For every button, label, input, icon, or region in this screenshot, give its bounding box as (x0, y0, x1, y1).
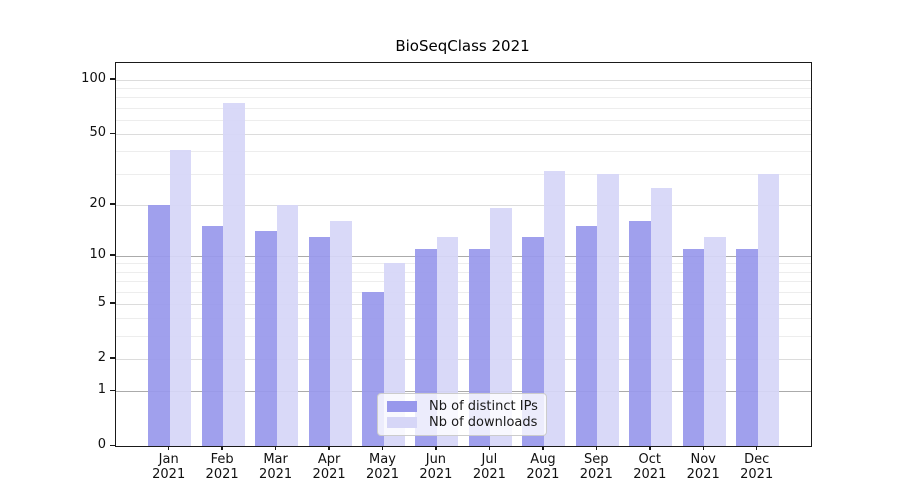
legend-item: Nb of distinct IPs (387, 399, 538, 414)
x-tick-label-dec: Dec 2021 (740, 452, 774, 482)
bar-ips-mar (255, 231, 277, 446)
bar-ips-feb (201, 226, 224, 446)
bar-downloads-aug (543, 171, 566, 446)
legend-swatch-downloads (387, 417, 417, 428)
x-tick-mark (167, 446, 170, 450)
gridline-4 (116, 318, 811, 320)
gridline-2 (116, 358, 811, 360)
y-tick-mark (110, 444, 115, 446)
y-tick-mark (110, 78, 115, 80)
gridline-10 (116, 255, 811, 257)
y-tick-label-10: 10 (89, 246, 106, 262)
x-tick-label-apr: Apr 2021 (312, 452, 346, 482)
bar-downloads-jul (490, 208, 512, 446)
bar-downloads-mar (276, 204, 299, 446)
x-tick-label-nov: Nov 2021 (686, 452, 720, 482)
y-tick-label-100: 100 (81, 70, 106, 86)
y-tick-label-50: 50 (89, 125, 106, 141)
y-tick-label-0: 0 (97, 437, 106, 452)
gridline-80 (116, 97, 811, 99)
gridline-1 (116, 391, 811, 392)
y-tick-label-5: 5 (97, 294, 106, 310)
bar-ips-dec (736, 248, 758, 446)
x-tick-label-aug: Aug 2021 (526, 452, 560, 482)
x-tick-label-sep: Sep 2021 (579, 452, 613, 482)
gridline-7 (116, 281, 811, 283)
x-tick-mark (435, 446, 437, 450)
gridline-40 (116, 151, 811, 153)
gridline-9 (116, 263, 811, 265)
legend-label: Nb of downloads (429, 415, 538, 430)
x-tick-mark (649, 446, 651, 450)
chart-title: BioSeqClass 2021 (395, 37, 530, 55)
x-tick-label-oct: Oct 2021 (633, 452, 667, 482)
y-tick-mark (110, 302, 115, 304)
x-tick-mark (488, 446, 491, 450)
x-tick-mark (595, 446, 597, 450)
x-tick-mark (221, 446, 223, 450)
gridline-60 (116, 119, 811, 121)
bar-downloads-feb (223, 102, 245, 446)
y-tick-mark (110, 357, 115, 359)
bar-downloads-dec (757, 173, 780, 446)
gridline-20 (116, 204, 811, 206)
legend-item: Nb of downloads (387, 415, 537, 430)
bar-downloads-apr (330, 221, 352, 446)
legend-swatch-distinct-ips (387, 401, 417, 412)
plot-area (115, 62, 812, 447)
bar-ips-sep (575, 226, 598, 446)
y-tick-label-20: 20 (89, 195, 106, 211)
x-tick-mark (755, 446, 758, 450)
gridline-6 (116, 291, 811, 293)
x-tick-mark (274, 446, 277, 450)
bar-downloads-jan (169, 149, 192, 446)
y-tick-mark (110, 132, 115, 135)
x-tick-mark (542, 446, 544, 450)
gridline-5 (116, 303, 811, 305)
y-tick-mark (110, 203, 115, 205)
x-tick-label-feb: Feb 2021 (205, 452, 239, 482)
x-tick-label-jan: Jan 2021 (152, 452, 186, 482)
gridline-50 (116, 134, 811, 136)
y-tick-label-2: 2 (97, 349, 106, 365)
x-tick-mark (328, 446, 330, 450)
bar-ips-apr (308, 236, 331, 446)
gridline-3 (116, 336, 811, 337)
legend-label: Nb of distinct IPs (429, 399, 538, 414)
x-tick-label-jun: Jun 2021 (419, 452, 453, 482)
bar-ips-oct (629, 221, 651, 446)
gridline-90 (116, 88, 811, 90)
bar-ips-nov (682, 248, 705, 446)
bar-downloads-nov (704, 236, 726, 446)
legend: Nb of distinct IPs Nb of downloads (377, 393, 547, 436)
gridline-8 (116, 271, 811, 273)
gridline-70 (116, 107, 811, 109)
y-tick-mark (110, 389, 115, 391)
bar-ips-jan (148, 204, 170, 446)
bar-downloads-sep (597, 173, 619, 446)
gridline-30 (116, 173, 811, 175)
x-tick-label-jul: Jul 2021 (472, 452, 506, 482)
x-tick-label-may: May 2021 (365, 452, 400, 482)
x-tick-label-mar: Mar 2021 (259, 452, 293, 482)
y-tick-mark (110, 254, 115, 256)
y-tick-label-1: 1 (97, 382, 106, 397)
bar-downloads-oct (650, 187, 673, 446)
gridline-100 (116, 79, 811, 81)
x-tick-mark (702, 446, 704, 450)
x-tick-mark (381, 446, 384, 450)
